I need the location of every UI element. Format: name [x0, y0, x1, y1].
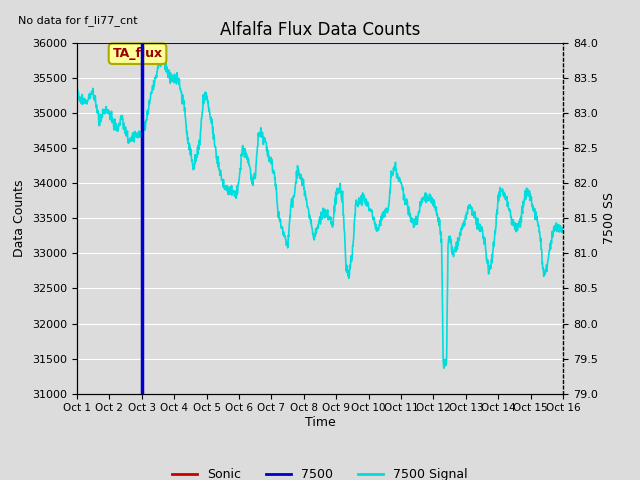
Y-axis label: Data Counts: Data Counts [13, 180, 26, 257]
Text: No data for f_li77_cnt: No data for f_li77_cnt [19, 15, 138, 26]
Y-axis label: 7500 SS: 7500 SS [604, 192, 616, 244]
Title: Alfalfa Flux Data Counts: Alfalfa Flux Data Counts [220, 21, 420, 39]
X-axis label: Time: Time [305, 416, 335, 429]
Legend: Sonic, 7500, 7500 Signal: Sonic, 7500, 7500 Signal [167, 463, 473, 480]
Text: TA_flux: TA_flux [113, 47, 163, 60]
